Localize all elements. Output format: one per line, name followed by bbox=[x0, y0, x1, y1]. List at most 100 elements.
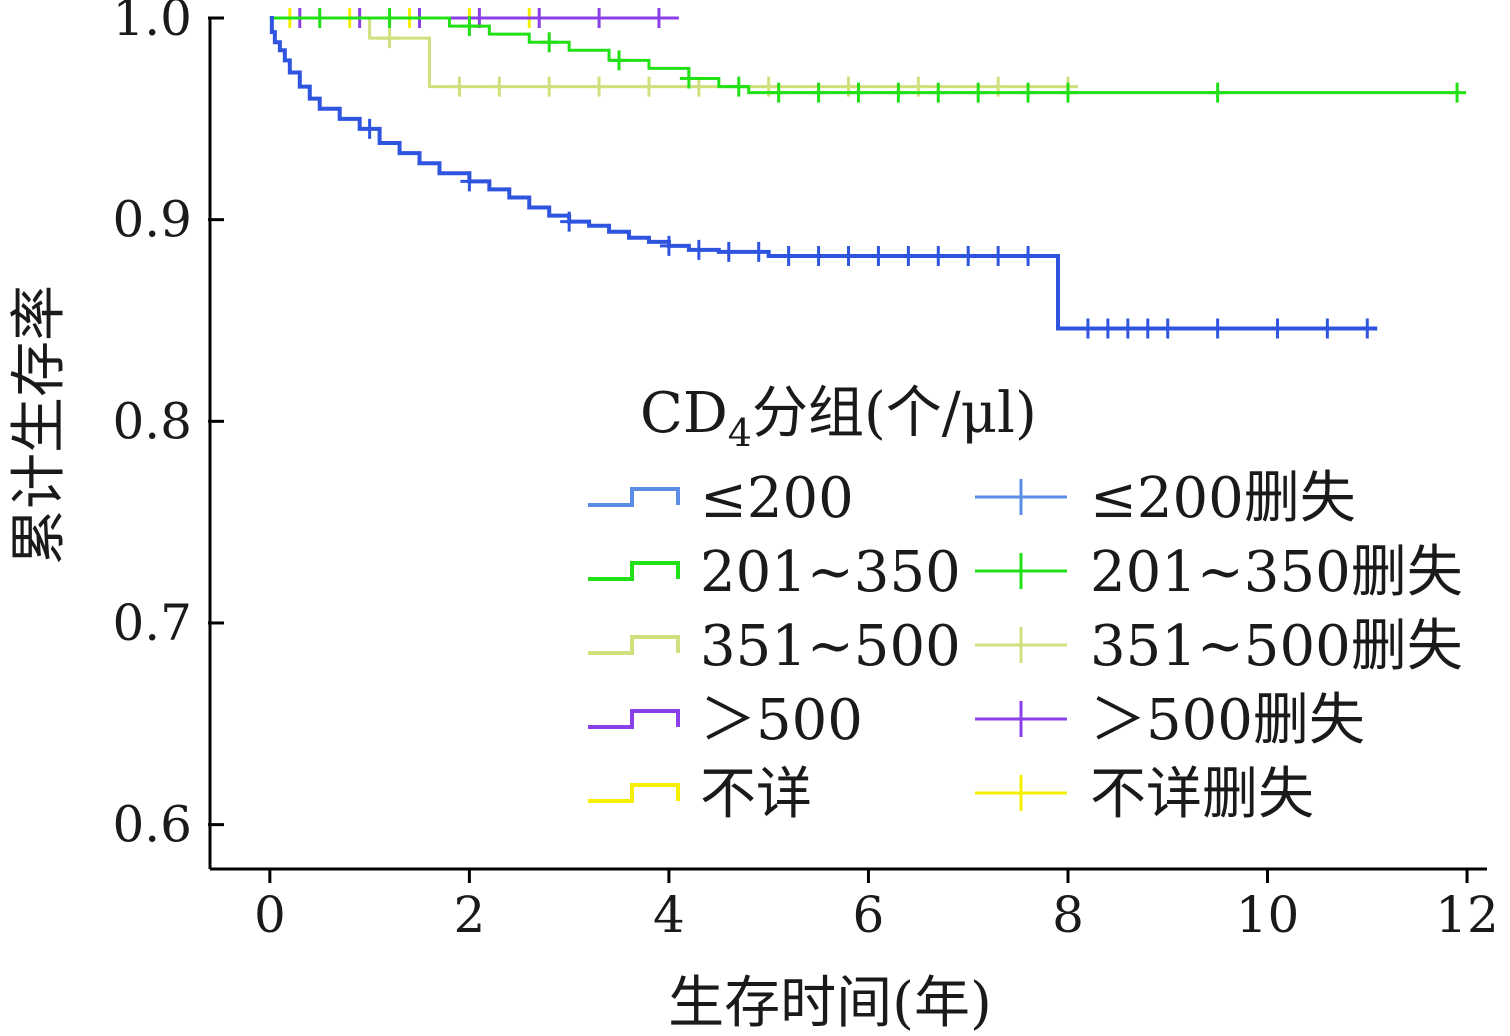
x-axis-title: 生存时间(年) bbox=[668, 971, 992, 1036]
legend-censor-swatch bbox=[975, 627, 1067, 663]
legend-label: ≤200 bbox=[700, 466, 854, 531]
legend-label: ＞500 bbox=[700, 688, 863, 753]
censor-mark bbox=[1158, 318, 1177, 339]
censor-mark bbox=[590, 8, 609, 28]
censor-mark bbox=[1208, 318, 1227, 339]
censor-mark bbox=[659, 235, 678, 256]
legend-item-le200-censored: ≤200删失 bbox=[975, 466, 1356, 531]
legend-censor-swatch bbox=[975, 701, 1067, 737]
legend-step-swatch bbox=[588, 709, 680, 729]
y-tick-label: 0.8 bbox=[112, 392, 192, 450]
y-tick-label: 1.0 bbox=[112, 0, 192, 47]
legend-label: 不详 bbox=[700, 762, 812, 827]
censor-mark bbox=[540, 76, 559, 97]
x-tick-label: 12 bbox=[1435, 886, 1499, 944]
series-line bbox=[269, 16, 1458, 95]
legend: CD4分组(个/μl) ≤200 ≤200删失 201~350 201~350删失 35… bbox=[588, 381, 1463, 827]
censor-mark bbox=[749, 241, 768, 262]
censor-mark bbox=[1078, 318, 1097, 339]
censor-mark bbox=[590, 76, 609, 97]
legend-item-gt500: ＞500 bbox=[588, 688, 863, 753]
legend-censor-label: ＞500删失 bbox=[1090, 688, 1365, 753]
legend-label: 351~500 bbox=[700, 614, 961, 679]
x-tick-label: 6 bbox=[853, 886, 885, 944]
censor-mark bbox=[1098, 318, 1117, 339]
censor-mark bbox=[849, 82, 868, 103]
censor-mark bbox=[989, 245, 1008, 266]
legend-item-201-350: 201~350 bbox=[588, 540, 961, 605]
censor-mark bbox=[889, 82, 908, 103]
x-tick-label: 8 bbox=[1052, 886, 1084, 944]
censor-mark bbox=[1358, 318, 1377, 339]
legend-censor-swatch bbox=[975, 553, 1067, 589]
censor-mark bbox=[969, 82, 988, 103]
legend-step-swatch bbox=[588, 487, 680, 507]
censor-mark bbox=[729, 76, 748, 97]
legend-item-gt500-censored: ＞500删失 bbox=[975, 688, 1365, 753]
y-tick-label: 0.7 bbox=[112, 594, 192, 652]
censor-mark bbox=[929, 245, 948, 266]
series-201-350 bbox=[269, 8, 1467, 103]
censor-mark bbox=[1208, 82, 1227, 103]
legend-item-201-350-censored: 201~350删失 bbox=[975, 540, 1463, 605]
censor-mark bbox=[899, 245, 918, 266]
series-le200 bbox=[269, 16, 1378, 339]
censor-mark bbox=[639, 76, 658, 97]
censor-mark bbox=[360, 118, 379, 139]
series-351-500 bbox=[269, 16, 1078, 97]
legend-censor-label: 351~500删失 bbox=[1090, 614, 1463, 679]
series-line bbox=[269, 16, 1378, 331]
censor-mark bbox=[310, 8, 329, 28]
censor-mark bbox=[560, 211, 579, 232]
legend-censor-swatch bbox=[975, 775, 1067, 811]
legend-label: 201~350 bbox=[700, 540, 961, 605]
censor-mark bbox=[809, 245, 828, 266]
legend-item-unknown-censored: 不详删失 bbox=[975, 762, 1314, 827]
axes bbox=[208, 18, 1487, 871]
censor-mark bbox=[719, 241, 738, 262]
legend-item-unknown: 不详 bbox=[588, 762, 812, 827]
censor-mark bbox=[530, 8, 549, 28]
censor-mark bbox=[460, 16, 479, 37]
censor-mark bbox=[959, 245, 978, 266]
ticks: 0 2 4 6 8 10 12 1.0 0.9 0.8 0.7 0.6 bbox=[112, 0, 1498, 944]
censor-mark bbox=[380, 8, 399, 28]
y-tick-label: 0.6 bbox=[112, 796, 192, 854]
censor-mark bbox=[649, 8, 668, 28]
legend-step-swatch bbox=[588, 635, 680, 655]
censor-mark bbox=[779, 245, 798, 266]
censor-mark bbox=[490, 76, 509, 97]
censor-mark bbox=[1268, 318, 1287, 339]
censor-mark bbox=[1138, 318, 1157, 339]
censor-mark bbox=[929, 82, 948, 103]
censor-mark bbox=[869, 245, 888, 266]
legend-step-swatch bbox=[588, 783, 680, 803]
legend-item-351-500-censored: 351~500删失 bbox=[975, 614, 1463, 679]
censor-mark bbox=[809, 82, 828, 103]
censor-mark bbox=[380, 28, 399, 49]
y-axis-title: 累计生存率 bbox=[7, 285, 72, 565]
censor-mark bbox=[1318, 318, 1337, 339]
censor-mark bbox=[1019, 245, 1038, 266]
censor-mark bbox=[1118, 318, 1137, 339]
censor-mark bbox=[1058, 82, 1077, 103]
censor-mark bbox=[839, 245, 858, 266]
x-tick-label: 2 bbox=[453, 886, 485, 944]
legend-censor-label: 201~350删失 bbox=[1090, 540, 1463, 605]
legend-censor-label: ≤200删失 bbox=[1090, 466, 1356, 531]
censor-mark bbox=[1448, 82, 1467, 103]
censor-mark bbox=[460, 171, 479, 192]
y-tick-label: 0.9 bbox=[112, 191, 192, 249]
x-tick-label: 4 bbox=[653, 886, 685, 944]
x-tick-label: 0 bbox=[254, 886, 286, 944]
survival-curves bbox=[269, 8, 1467, 339]
legend-item-351-500: 351~500 bbox=[588, 614, 961, 679]
legend-title: CD4分组(个/μl) bbox=[640, 381, 1037, 455]
censor-mark bbox=[679, 68, 698, 89]
censor-mark bbox=[610, 50, 629, 71]
censor-mark bbox=[1019, 82, 1038, 103]
legend-censor-label: 不详删失 bbox=[1090, 762, 1314, 827]
x-tick-label: 10 bbox=[1236, 886, 1300, 944]
censor-mark bbox=[450, 76, 469, 97]
